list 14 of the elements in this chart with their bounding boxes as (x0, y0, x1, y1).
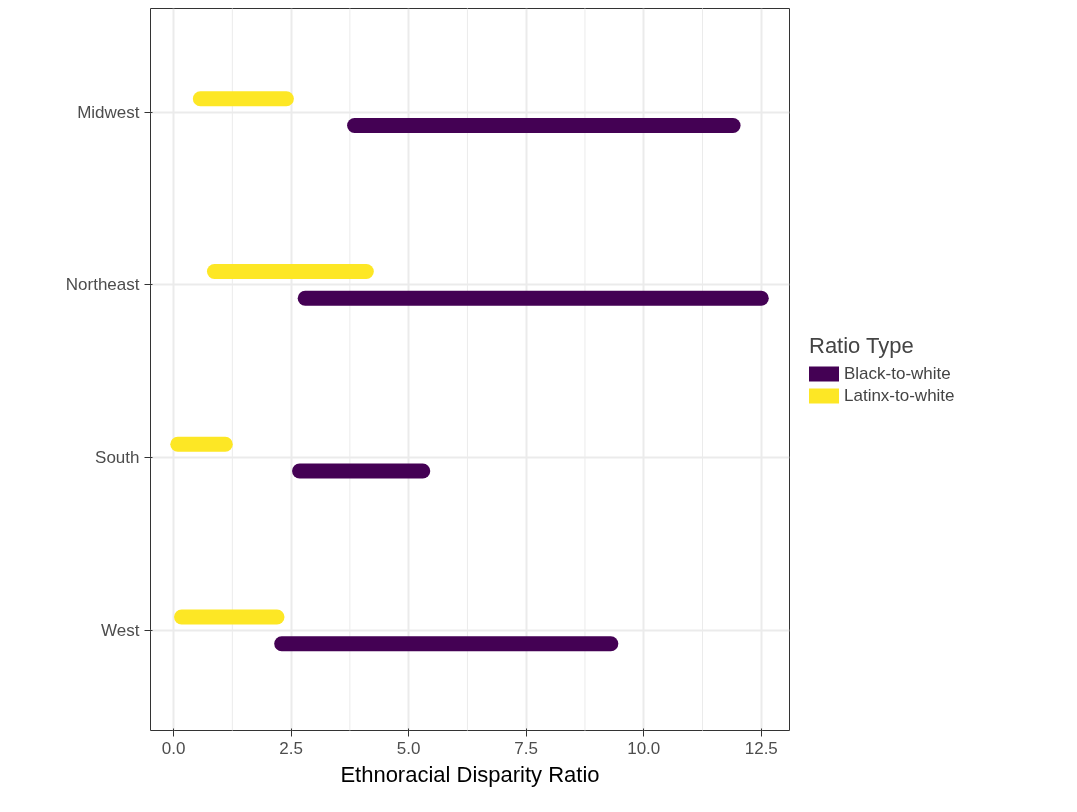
x-tick-label: 10.0 (627, 738, 661, 758)
legend-label: Latinx-to-white (844, 385, 955, 406)
y-tick-label: Midwest (77, 102, 140, 122)
x-tick-label: 7.5 (514, 738, 539, 758)
x-tick-label: 12.5 (744, 738, 778, 758)
x-tick-label: 0.0 (161, 738, 186, 758)
y-tick-label: South (95, 448, 140, 468)
x-tick-label: 2.5 (279, 738, 303, 758)
y-tick-label: West (101, 620, 140, 640)
legend-title: Ratio Type (809, 332, 915, 359)
x-tick-label: 5.0 (396, 738, 421, 758)
y-tick-label: Northeast (65, 275, 140, 295)
legend-label: Black-to-white (844, 363, 951, 384)
x-axis-title: Ethnoracial Disparity Ratio (340, 761, 600, 787)
